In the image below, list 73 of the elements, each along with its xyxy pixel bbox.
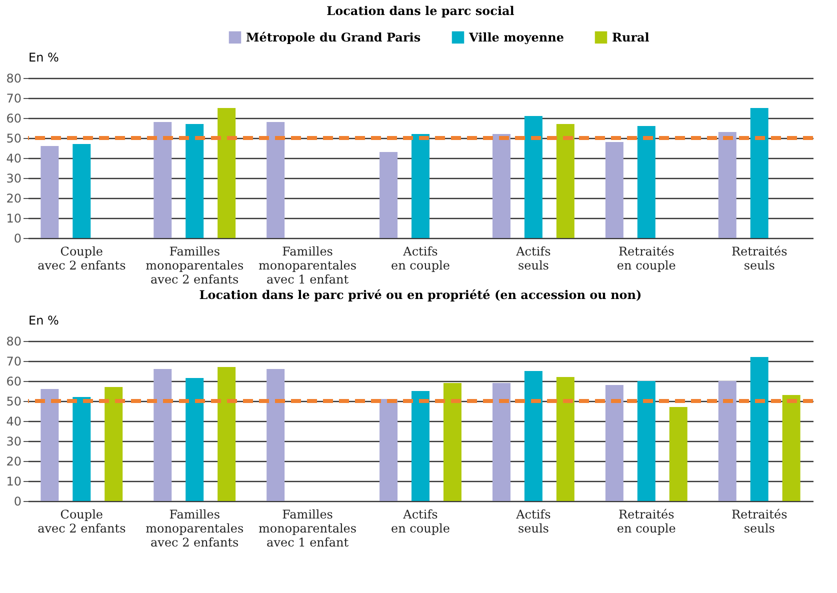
y-tick-label: 50 (6, 132, 22, 146)
bar (556, 124, 574, 238)
y-tick-label: 60 (6, 374, 22, 388)
bar (556, 377, 574, 501)
x-tick-label: Retraités en couple (616, 508, 676, 536)
bar (782, 395, 800, 501)
bar (104, 387, 123, 501)
bar (605, 142, 624, 238)
bar (186, 124, 204, 238)
y-tick-label: 30 (6, 434, 22, 448)
x-tick-label: Retraités seuls (731, 244, 788, 272)
bar (750, 108, 768, 238)
x-tick-label: Retraités en couple (616, 244, 676, 272)
bar (718, 132, 736, 238)
bar (669, 407, 688, 501)
bar (637, 126, 656, 238)
legend-label: Métropole du Grand Paris (246, 30, 421, 44)
bar (218, 108, 236, 238)
y-axis-title: En % (28, 314, 59, 328)
y-tick-label: 80 (6, 72, 22, 86)
y-tick-label: 40 (6, 152, 22, 166)
chart-title: Location dans le parc privé ou en propriété (en accession ou non) (199, 288, 642, 302)
bar (524, 116, 542, 238)
y-tick-label: 0 (14, 494, 22, 508)
x-tick-label: Couple avec 2 enfants (38, 244, 126, 272)
y-tick-label: 20 (6, 454, 22, 468)
bar (218, 367, 236, 501)
bar (266, 122, 285, 238)
bar (492, 134, 510, 238)
x-tick-label: Actifs seuls (515, 508, 551, 536)
y-tick-label: 0 (14, 232, 22, 246)
y-tick-label: 60 (6, 112, 22, 126)
y-tick-label: 10 (6, 212, 22, 226)
x-tick-label: Retraités seuls (731, 508, 788, 536)
x-tick-label: Couple avec 2 enfants (38, 508, 126, 536)
bar (443, 383, 462, 501)
bar (154, 369, 172, 501)
y-tick-label: 20 (6, 192, 22, 206)
bar (380, 399, 398, 501)
bar (524, 371, 542, 501)
x-tick-label: Actifs en couple (391, 244, 450, 272)
bar (380, 152, 398, 238)
bar (637, 381, 656, 501)
x-tick-label: Actifs en couple (391, 508, 450, 536)
y-tick-label: 50 (6, 394, 22, 408)
legend-label: Ville moyenne (468, 30, 564, 44)
bar (750, 357, 768, 501)
x-tick-label: Familles monoparentales avec 2 enfants (146, 244, 244, 286)
bar (72, 397, 91, 501)
chart-title: Location dans le parc social (326, 4, 515, 18)
bar (266, 369, 285, 501)
x-tick-label: Familles monoparentales avec 1 enfant (258, 244, 357, 286)
bar (186, 378, 204, 501)
bar (40, 389, 59, 501)
x-tick-label: Familles monoparentales avec 1 enfant (258, 508, 357, 550)
y-tick-label: 40 (6, 414, 22, 428)
bar (412, 134, 430, 238)
bar (72, 144, 91, 238)
y-tick-label: 80 (6, 334, 22, 348)
y-axis-title: En % (28, 50, 59, 64)
bar (154, 122, 172, 238)
bar (40, 146, 59, 238)
y-tick-label: 70 (6, 92, 22, 106)
bar (412, 391, 430, 501)
y-tick-label: 10 (6, 474, 22, 488)
x-tick-label: Actifs seuls (515, 244, 551, 272)
bar (492, 383, 510, 501)
legend-label: Rural (612, 30, 650, 44)
y-tick-label: 70 (6, 354, 22, 368)
x-tick-label: Familles monoparentales avec 2 enfants (146, 508, 244, 550)
bar (605, 385, 624, 501)
bar (718, 381, 736, 501)
y-tick-label: 30 (6, 172, 22, 186)
